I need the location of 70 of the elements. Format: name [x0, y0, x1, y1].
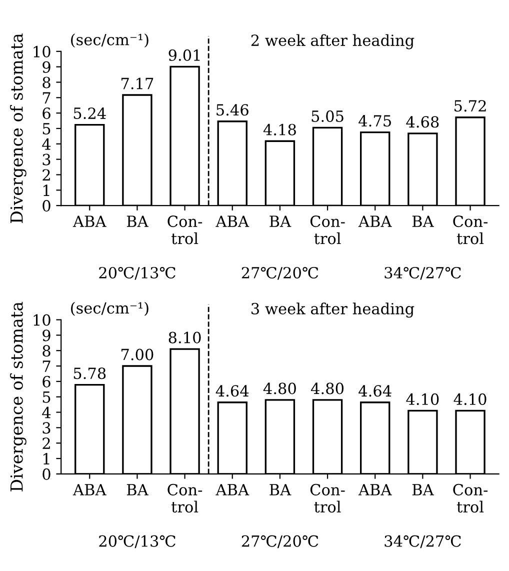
x-tick-label: BA [270, 484, 292, 496]
x-tick-label: Con- trol [453, 484, 488, 513]
y-tick-label: 10 [34, 314, 50, 326]
y-tick-label: 9 [42, 61, 50, 73]
x-tick-label: Con- trol [310, 484, 345, 513]
y-tick-label: 8 [42, 345, 50, 357]
y-tick-label: 1 [44, 184, 50, 196]
data-label: 4.80 [310, 382, 344, 394]
chart-title: 2 week after heading [251, 34, 414, 50]
data-label: 5.24 [74, 107, 106, 120]
data-label: 4.68 [406, 116, 439, 128]
data-label: 4.18 [263, 124, 296, 136]
y-tick-label: 2 [42, 169, 50, 181]
y-tick-label: 6 [42, 108, 50, 120]
data-label: 4.75 [358, 115, 391, 127]
y-tick-label: 7 [42, 360, 50, 372]
x-tick-label: BA [412, 216, 434, 227]
data-label: 5.72 [454, 100, 486, 112]
data-label: 4.64 [216, 385, 249, 397]
data-label: 9.01 [168, 49, 200, 61]
x-tick-label: Con- trol [453, 216, 488, 244]
text: (sec/cm⁻¹) [71, 34, 148, 48]
data-label: 7.17 [121, 78, 154, 90]
x-tick-label: ABA [72, 484, 106, 496]
y-axis-title: Divergence of stomata [10, 302, 26, 492]
text: 27℃/20℃ [242, 266, 318, 280]
y-tick-label: 4 [42, 138, 51, 150]
x-tick-label: Con- trol [168, 216, 202, 244]
text: 27℃/20℃ [242, 535, 318, 548]
x-tick-label: BA [412, 484, 434, 496]
text: (sec/cm⁻¹) [71, 302, 148, 316]
data-label: 5.46 [216, 104, 248, 116]
data-label: 4.10 [406, 393, 439, 405]
data-label: 4.10 [454, 393, 486, 405]
data-label: 8.10 [168, 332, 201, 344]
y-tick-label: 0 [42, 468, 50, 480]
y-tick-label: 5 [42, 392, 50, 403]
data-label: 4.64 [358, 385, 392, 397]
text: 20℃/13℃ [99, 535, 176, 548]
y-tick-label: 0 [42, 200, 50, 212]
data-label: 4.80 [263, 382, 296, 394]
chart-title: 3 week after heading [252, 302, 414, 318]
x-tick-label: ABA [358, 484, 392, 496]
y-tick-label: 9 [42, 330, 50, 342]
y-tick-label: 3 [42, 422, 50, 434]
y-tick-label: 4 [42, 406, 51, 418]
x-tick-label: ABA [358, 216, 392, 227]
text: 34℃/27℃ [384, 535, 461, 548]
x-tick-label: Con- trol [310, 216, 345, 244]
data-label: 7.00 [121, 348, 154, 360]
x-tick-label: BA [126, 216, 148, 227]
x-tick-label: ABA [216, 216, 250, 227]
y-tick-label: 10 [34, 46, 50, 58]
x-tick-label: BA [270, 216, 292, 227]
y-axis-title: Divergence of stomata [10, 34, 26, 223]
y-tick-label: 1 [44, 452, 50, 464]
data-label: 5.78 [74, 368, 106, 380]
x-tick-label: Con- trol [168, 484, 202, 513]
y-tick-label: 3 [42, 154, 50, 166]
y-tick-label: 2 [42, 438, 50, 449]
data-label: 5.05 [312, 110, 344, 122]
text: 20℃/13℃ [99, 266, 176, 280]
y-tick-label: 7 [42, 92, 50, 104]
x-tick-label: ABA [216, 484, 250, 496]
x-tick-label: ABA [72, 216, 106, 227]
x-tick-label: BA [126, 484, 148, 496]
y-tick-label: 8 [42, 76, 50, 88]
y-tick-label: 5 [42, 123, 50, 134]
text: 34℃/27℃ [384, 266, 461, 280]
y-tick-label: 6 [42, 376, 50, 388]
